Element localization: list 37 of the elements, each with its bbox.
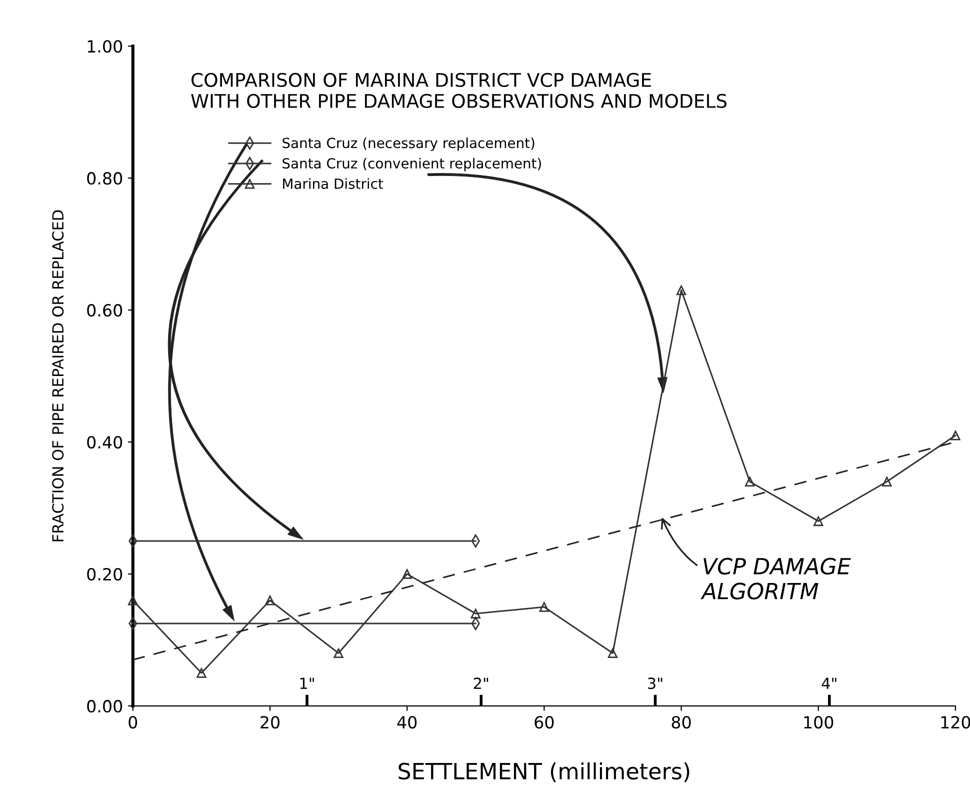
annotation: VCP DAMAGE ALGORITM: [700, 558, 851, 600]
point: [676, 285, 686, 296]
point: [813, 516, 824, 526]
y-tick-label: 0.80: [87, 172, 122, 185]
point: [608, 648, 618, 658]
y-tick-label: 1.00: [88, 40, 122, 53]
x-tick-label: 80: [672, 716, 691, 729]
legend-label: Marina District: [283, 178, 384, 189]
point: [950, 430, 960, 440]
point: [265, 596, 275, 606]
y-tick-label: 0.40: [87, 436, 122, 449]
point: [539, 602, 550, 612]
x-tick-label: 60: [534, 716, 554, 729]
point: [470, 608, 480, 618]
y-axis-title: FRACTION OF PIPE REPAIRED OR REPLACED: [52, 210, 64, 542]
x-tick-label: 40: [397, 716, 417, 729]
x2-tick-label: 2": [474, 678, 488, 689]
x-tick-label: 120: [941, 716, 970, 729]
text: COMPARISON OF MARINA DISTRICT VCP DAMAGE WITH OTHER PIPE DAMAGE OBSERVATIONS AND MODELS: [191, 72, 727, 108]
legend-label: Santa Cruz (necessary replacement): [282, 137, 534, 151]
point: [402, 569, 412, 579]
y-tick-label: 0.00: [87, 700, 122, 713]
y-tick-label: 0.20: [87, 568, 122, 581]
x-tick-label: 20: [260, 716, 280, 729]
x2-tick-label: 4": [822, 678, 836, 689]
x2-tick-label: 1": [300, 678, 314, 689]
x-axis-title: SETTLEMENT (millimeters): [398, 762, 690, 782]
point: [882, 476, 892, 486]
point: [744, 476, 755, 486]
x-tick-label: 0: [128, 716, 138, 729]
point: [128, 596, 138, 606]
x2-tick-label: 3": [648, 678, 662, 690]
legend-label: Santa Cruz (convenient replacement): [282, 158, 541, 172]
point: [196, 668, 206, 678]
x-tick-label: 100: [804, 716, 834, 729]
y-tick-label: 0.60: [87, 304, 122, 317]
point: [334, 648, 344, 658]
